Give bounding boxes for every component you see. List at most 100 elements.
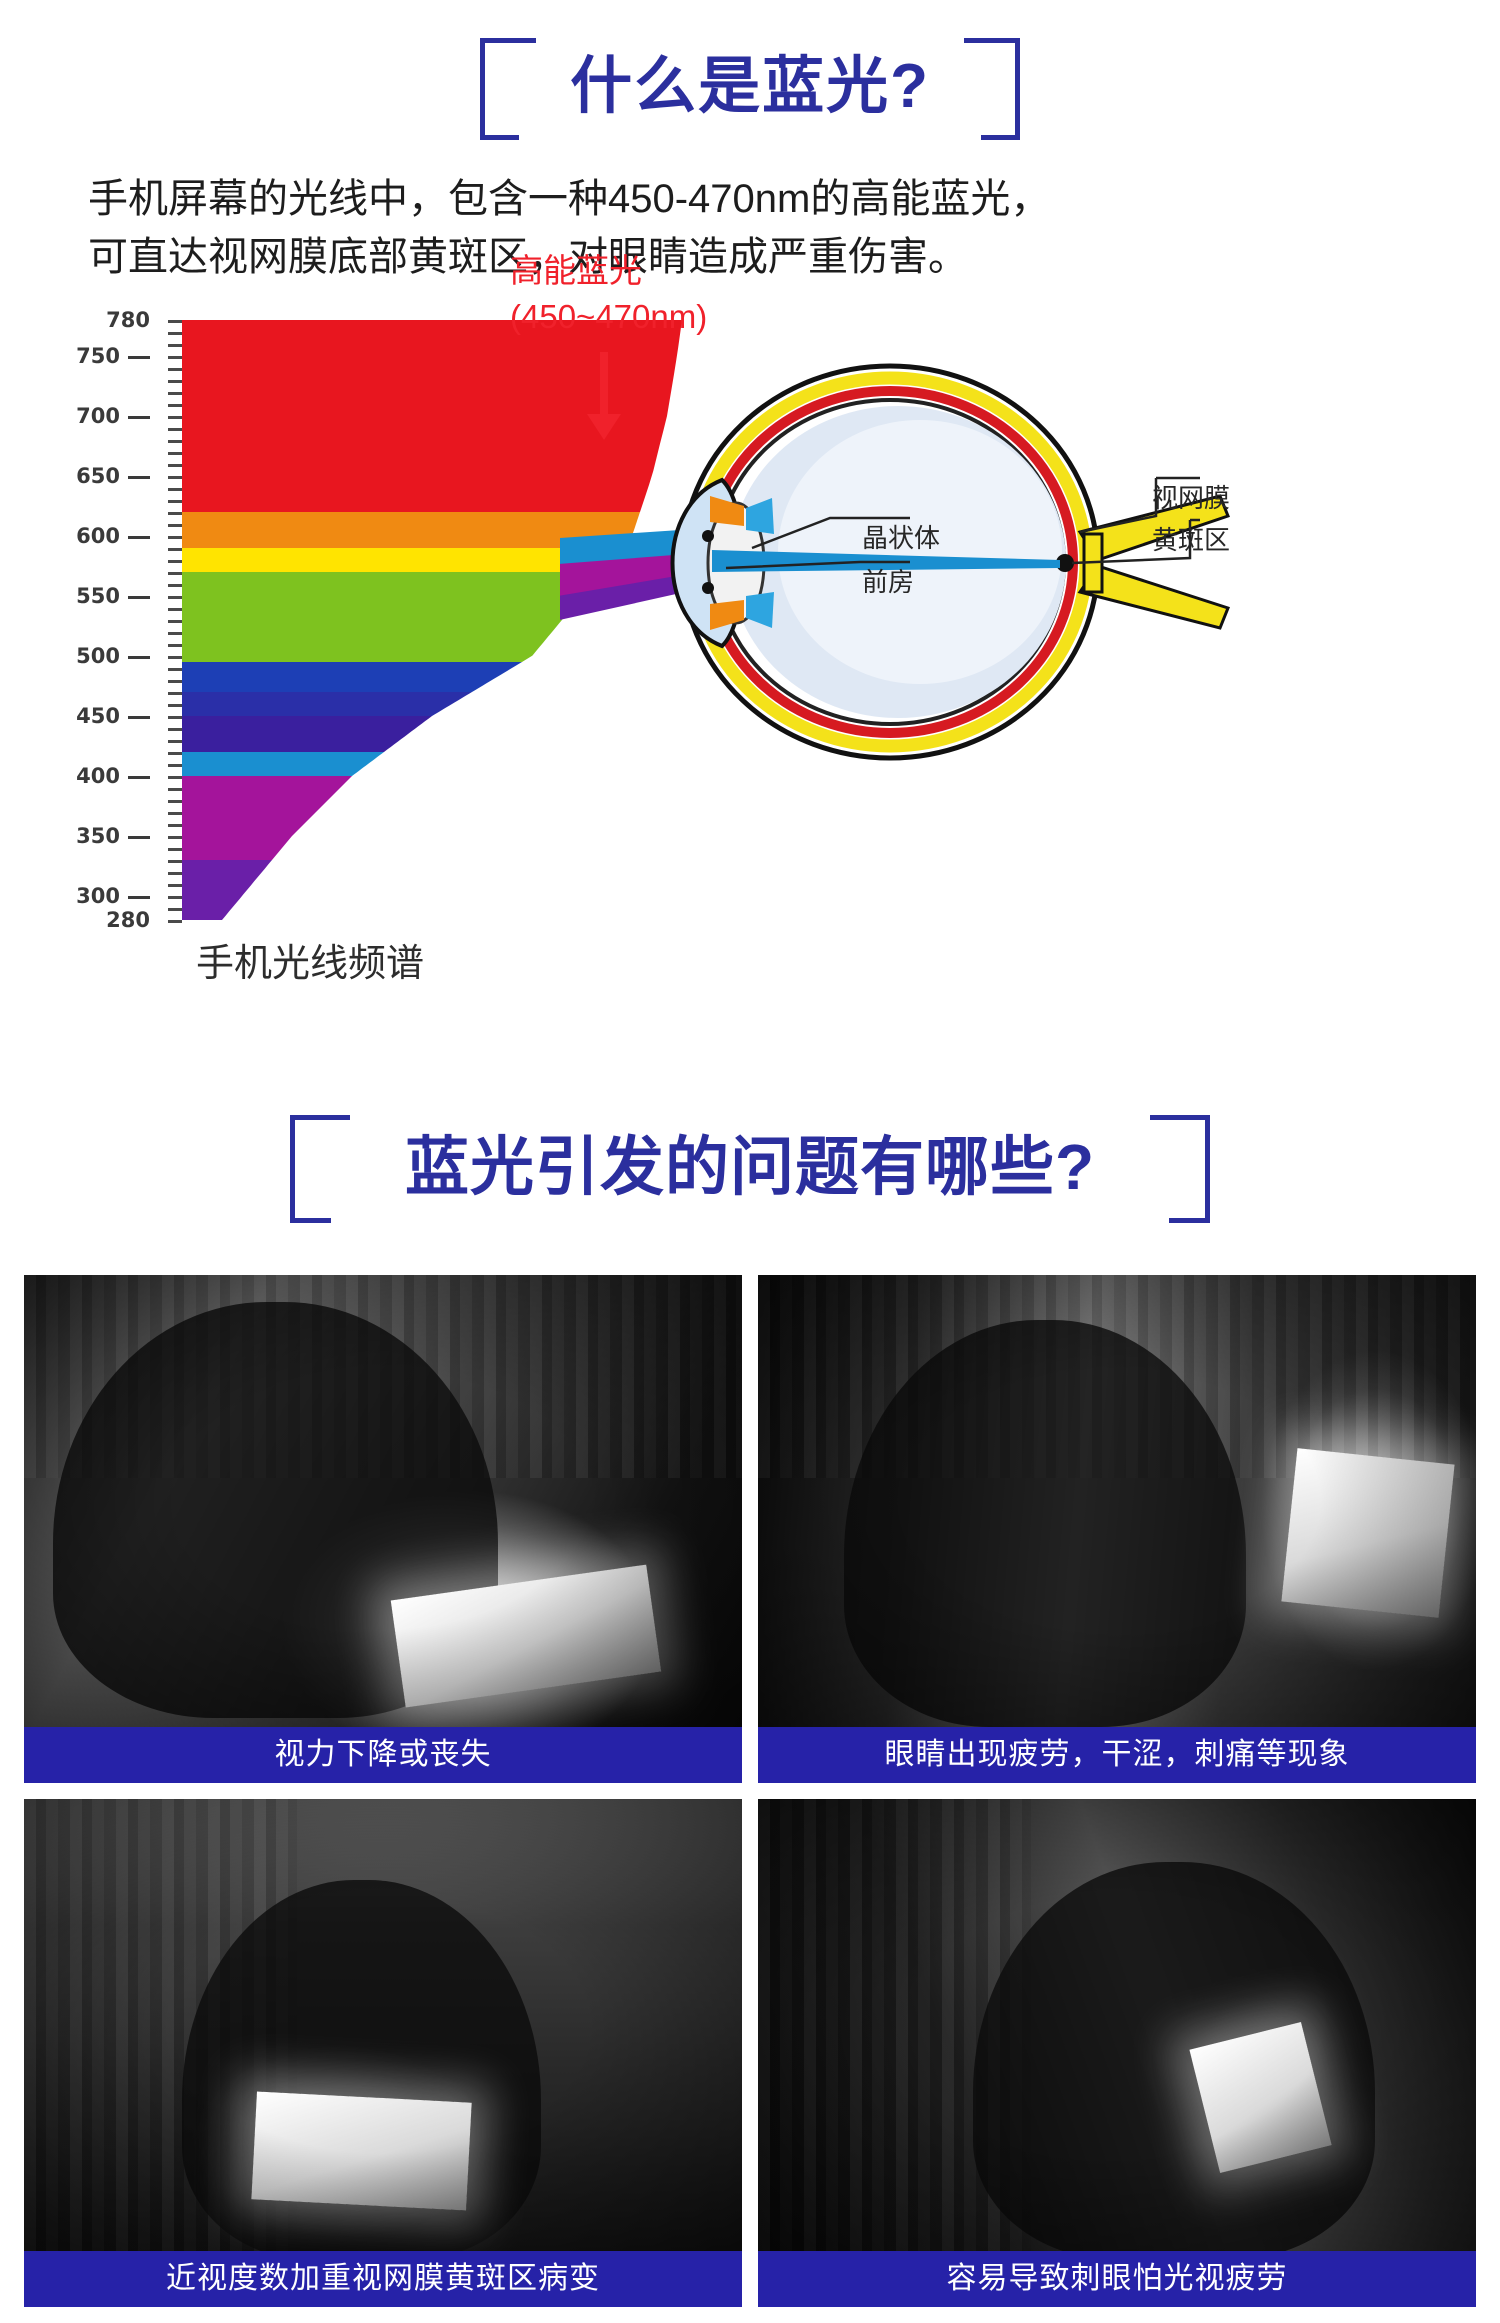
bracket-left-decoration [480, 38, 536, 140]
minor-tick [168, 536, 182, 539]
spectrum-chart: 780 750 700 650 600 550 500 450 400 350 300 280 手机光… [0, 308, 880, 985]
intro-paragraph: 手机屏幕的光线中，包含一种450-470nm的高能蓝光， 可直达视网膜底部黄斑区… [88, 170, 1408, 286]
minor-tick [168, 320, 182, 323]
y-tick-280: 280 [106, 908, 150, 932]
photo-caption: 近视度数加重视网膜黄斑区病变 [24, 2251, 742, 2307]
y-tick-450: 450 [76, 704, 150, 728]
minor-tick [168, 776, 182, 779]
blue-light-annotation-line2: (450~470nm) [510, 298, 708, 335]
page-title: 什么是蓝光? [570, 52, 930, 121]
minor-tick [168, 656, 182, 659]
minor-tick [168, 812, 182, 815]
photo-caption: 视力下降或丧失 [24, 1727, 742, 1783]
title-bracket-frame: 什么是蓝光? [480, 38, 1020, 140]
minor-tick [168, 740, 182, 743]
section-blue-light-problems-header: 蓝光引发的问题有哪些? [0, 1105, 1500, 1275]
y-tick-350: 350 [76, 824, 150, 848]
minor-tick [168, 332, 182, 335]
y-tick-780: 780 [106, 308, 150, 332]
minor-tick [168, 452, 182, 455]
minor-tick [168, 476, 182, 479]
minor-tick [168, 668, 182, 671]
minor-tick [168, 356, 182, 359]
minor-tick [168, 788, 182, 791]
down-arrow-icon [587, 352, 621, 440]
minor-tick [168, 584, 182, 587]
band-uv-b [182, 860, 272, 920]
photo-caption: 眼睛出现疲劳，干涩，刺痛等现象 [758, 1727, 1476, 1783]
problem-photo-card[interactable]: 视力下降或丧失 [24, 1275, 742, 1783]
minor-tick [168, 428, 182, 431]
chart-ruler-ticks [168, 320, 182, 923]
minor-tick [168, 392, 182, 395]
minor-tick [168, 644, 182, 647]
y-tick-600: 600 [76, 524, 150, 548]
problem-photo-card[interactable]: 眼睛出现疲劳，干涩，刺痛等现象 [758, 1275, 1476, 1783]
intro-line-1: 手机屏幕的光线中，包含一种450-470nm的高能蓝光， [88, 177, 1051, 221]
minor-tick [168, 872, 182, 875]
minor-tick [168, 704, 182, 707]
minor-tick [168, 500, 182, 503]
eye-diagram-svg [380, 363, 1230, 761]
y-tick-400: 400 [76, 764, 150, 788]
minor-tick [168, 860, 182, 863]
minor-tick [168, 884, 182, 887]
minor-tick [168, 368, 182, 371]
minor-tick [168, 416, 182, 419]
section-what-is-blue-light-header: 什么是蓝光? [0, 0, 1500, 160]
band-green [182, 572, 602, 662]
bracket2-right-decoration [1150, 1115, 1210, 1223]
band-indigo [182, 716, 432, 752]
minor-tick [168, 380, 182, 383]
photo-row: 视力下降或丧失 眼睛出现疲劳，干涩，刺痛等现象 [24, 1275, 1476, 1783]
minor-tick [168, 680, 182, 683]
minor-tick [168, 488, 182, 491]
minor-tick [168, 824, 182, 827]
photo-vignette [24, 1799, 742, 2251]
band-blue [182, 692, 472, 716]
y-tick-650: 650 [76, 464, 150, 488]
section2-title: 蓝光引发的问题有哪些? [404, 1131, 1096, 1203]
minor-tick [168, 752, 182, 755]
photo-vignette [24, 1275, 742, 1727]
minor-tick [168, 836, 182, 839]
bracket-right-decoration [964, 38, 1020, 140]
minor-tick [168, 692, 182, 695]
blue-light-annotation: 高能蓝光 (450~470nm) [510, 248, 707, 340]
minor-tick [168, 848, 182, 851]
minor-tick [168, 764, 182, 767]
eye-label-anterior-chamber: 前房 [862, 567, 915, 597]
chart-caption: 手机光线频谱 [196, 943, 425, 985]
photo-boy-with-glasses-using-tablet [24, 1799, 742, 2251]
minor-tick [168, 728, 182, 731]
problem-photo-grid: 视力下降或丧失 眼睛出现疲劳，干涩，刺痛等现象近视度数加重视网膜黄斑区病变 容易导致… [24, 1275, 1476, 2323]
band-red [182, 320, 682, 512]
eye-anatomy-diagram [380, 320, 1500, 980]
minor-tick [168, 404, 182, 407]
y-tick-300: 300 [76, 884, 150, 908]
problem-photo-card[interactable]: 近视度数加重视网膜黄斑区病变 [24, 1799, 742, 2307]
minor-tick [168, 560, 182, 563]
blue-light-annotation-line1: 高能蓝光 [510, 252, 642, 289]
eye-label-retina: 视网膜 [1152, 483, 1231, 513]
problem-photo-card[interactable]: 容易导致刺眼怕光视疲劳 [758, 1799, 1476, 2307]
minor-tick [168, 524, 182, 527]
band-cyan-blue [182, 662, 522, 692]
minor-tick [168, 716, 182, 719]
band-yellow [182, 548, 622, 572]
minor-tick [168, 608, 182, 611]
photo-caption: 容易导致刺眼怕光视疲劳 [758, 2251, 1476, 2307]
title2-bracket-frame: 蓝光引发的问题有哪些? [290, 1115, 1210, 1223]
eye-label-lens: 晶状体 [862, 523, 941, 553]
minor-tick [168, 464, 182, 467]
minor-tick [168, 896, 182, 899]
chart-spectrum-bands [182, 320, 682, 920]
y-tick-500: 500 [76, 644, 150, 668]
photo-vignette [758, 1275, 1476, 1727]
eye-label-macula: 黄斑区 [1152, 525, 1231, 555]
minor-tick [168, 548, 182, 551]
band-orange [182, 512, 640, 548]
minor-tick [168, 908, 182, 911]
minor-tick [168, 512, 182, 515]
photo-woman-lying-down-with-phone [758, 1799, 1476, 2251]
